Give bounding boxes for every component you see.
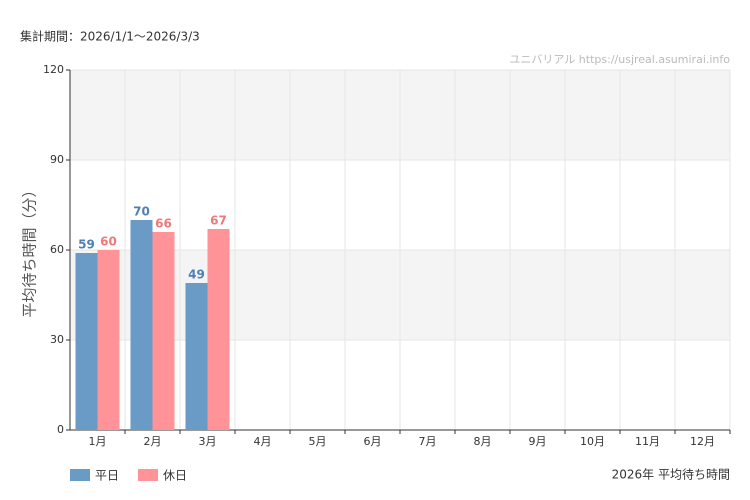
x-tick-label: 1月 [89, 435, 107, 448]
data-label: 60 [100, 235, 117, 249]
x-tick-label: 4月 [254, 435, 272, 448]
x-tick-label: 7月 [419, 435, 437, 448]
bar [185, 283, 208, 430]
bar [207, 229, 230, 430]
bar [152, 232, 175, 430]
data-label: 66 [155, 217, 172, 231]
x-tick-label: 5月 [309, 435, 327, 448]
caption: 2026年 平均待ち時間 [612, 468, 730, 482]
legend-label: 平日 [95, 469, 119, 483]
y-tick-label: 0 [57, 423, 64, 436]
x-tick-label: 8月 [474, 435, 492, 448]
data-label: 70 [133, 205, 150, 219]
y-axis-label: 平均待ち時間（分） [21, 182, 39, 317]
y-tick-label: 30 [50, 333, 64, 346]
y-tick-label: 90 [50, 153, 64, 166]
legend-swatch [70, 469, 90, 481]
x-tick-label: 9月 [529, 435, 547, 448]
data-label: 67 [210, 214, 227, 228]
x-tick-label: 2月 [144, 435, 162, 448]
data-label: 59 [78, 238, 95, 252]
legend-label: 休日 [163, 469, 187, 483]
data-label: 49 [188, 268, 205, 282]
y-tick-label: 60 [50, 243, 64, 256]
x-tick-label: 6月 [364, 435, 382, 448]
legend-swatch [138, 469, 158, 481]
x-tick-label: 12月 [690, 435, 715, 448]
bar [97, 250, 120, 430]
watermark: ユニバリアル https://usjreal.asumirai.info [509, 53, 730, 66]
x-tick-label: 3月 [199, 435, 217, 448]
bar [130, 220, 153, 430]
x-tick-label: 11月 [635, 435, 660, 448]
y-tick-label: 120 [43, 63, 64, 76]
x-tick-label: 10月 [580, 435, 605, 448]
bar [75, 253, 98, 430]
period: 集計期間：2026/1/1〜2026/3/3 [20, 29, 200, 44]
